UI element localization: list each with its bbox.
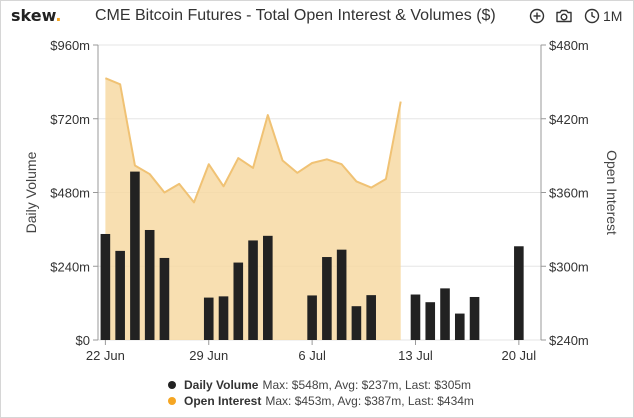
volume-bar	[366, 295, 376, 340]
volume-bar	[218, 296, 229, 340]
add-button[interactable]	[529, 7, 545, 25]
x-tick-label: 22 Jun	[86, 348, 125, 363]
left-tick-label: $720m	[50, 112, 90, 127]
y-right-axis-title: Open Interest	[604, 150, 620, 235]
logo-dot: .	[55, 6, 62, 25]
volume-bar	[410, 294, 421, 340]
chart-svg: $0 $240m $480m $720m $960m $240m $300m $360m $42…	[23, 38, 620, 363]
volume-bar	[115, 250, 125, 340]
left-tick-label: $0	[76, 333, 90, 348]
volume-bar	[144, 229, 155, 340]
legend-stats-open-interest: Max: $453m, Avg: $387m, Last: $434m	[265, 394, 474, 408]
chart-header: skew. CME Bitcoin Futures - Total Open I…	[1, 1, 633, 33]
time-range-label: 1M	[603, 8, 623, 24]
y-left-axis-title: Daily Volume	[23, 151, 39, 233]
camera-icon	[556, 9, 572, 23]
volume-bar	[425, 302, 436, 340]
x-tick-label: 13 Jul	[398, 348, 433, 363]
volume-bar	[440, 288, 450, 340]
legend-marker-open-interest	[168, 397, 176, 405]
volume-bar	[336, 249, 347, 340]
volume-bar	[514, 246, 524, 340]
volume-bar	[469, 296, 480, 340]
open-interest-line	[104, 77, 402, 204]
volume-bar	[322, 257, 332, 340]
left-tick-label: $480m	[50, 186, 90, 201]
chart-area: $0 $240m $480m $720m $960m $240m $300m $360m $42…	[1, 33, 633, 376]
add-icon	[529, 8, 545, 24]
screenshot-button[interactable]	[555, 7, 573, 25]
left-tick-label: $960m	[50, 38, 90, 53]
volume-bar	[263, 235, 273, 340]
left-tick-label: $240m	[50, 259, 90, 274]
volume-bar	[233, 262, 244, 340]
clock-icon	[584, 8, 600, 24]
volume-bar	[159, 257, 170, 340]
chart-legend: Daily Volume Max: $548m, Avg: $237m, Las…	[168, 377, 474, 409]
logo-text: skew	[11, 6, 56, 25]
volume-bar	[351, 306, 362, 340]
volume-bar	[248, 240, 258, 340]
right-tick-label: $300m	[549, 259, 589, 274]
right-tick-label: $360m	[549, 186, 589, 201]
chart-title: CME Bitcoin Futures - Total Open Interes…	[95, 7, 496, 24]
right-tick-label: $420m	[549, 112, 589, 127]
skew-logo: skew.	[11, 6, 61, 25]
x-tick-label: 20 Jul	[501, 348, 536, 363]
legend-label-daily-volume: Daily Volume	[184, 378, 259, 392]
time-range-button[interactable]: 1M	[584, 7, 622, 25]
x-tick-label: 29 Jun	[189, 348, 228, 363]
legend-label-open-interest: Open Interest	[184, 394, 262, 408]
right-tick-label: $240m	[549, 333, 589, 348]
legend-item-daily-volume[interactable]: Daily Volume Max: $548m, Avg: $237m, Las…	[168, 377, 474, 393]
volume-bar	[203, 297, 214, 340]
right-tick-label: $480m	[549, 38, 589, 53]
legend-item-open-interest[interactable]: Open Interest Max: $453m, Avg: $387m, La…	[168, 393, 474, 409]
volume-bar	[307, 295, 317, 340]
x-tick-label: 6 Jul	[298, 348, 326, 363]
legend-stats-daily-volume: Max: $548m, Avg: $237m, Last: $305m	[262, 378, 472, 392]
volume-bar	[130, 171, 140, 340]
volume-bar	[100, 233, 111, 340]
volume-bar	[454, 313, 465, 340]
legend-marker-daily-volume	[168, 381, 176, 389]
